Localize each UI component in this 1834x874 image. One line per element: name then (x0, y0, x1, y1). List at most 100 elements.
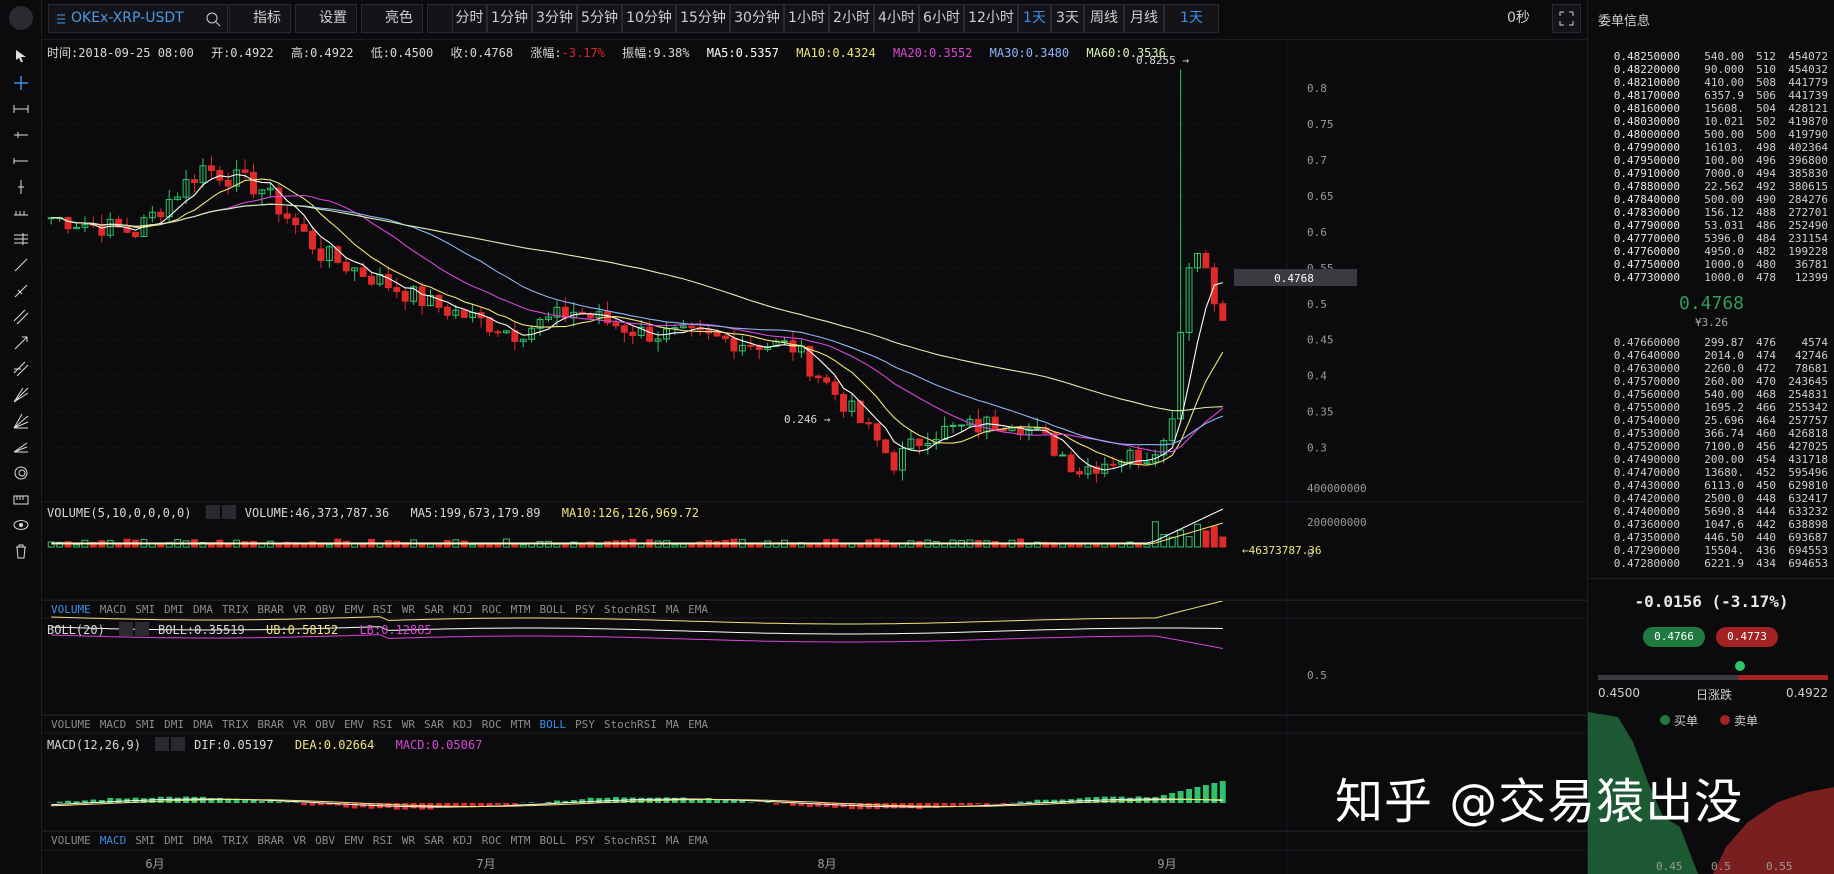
arrow-line-icon[interactable] (8, 332, 34, 354)
indicator-tab-sar[interactable]: SAR (424, 718, 444, 731)
asks-row[interactable]: 0.47760000 4950.0 482 199228 (1598, 245, 1828, 258)
asks-row[interactable]: 0.48210000 410.00 508 441779 (1598, 76, 1828, 89)
bids-row[interactable]: 0.47520000 7100.0 456 427025 (1598, 440, 1828, 453)
indicator-tab-stochrsi[interactable]: StochRSI (603, 718, 657, 731)
indicator-tab-wr[interactable]: WR (401, 718, 415, 731)
indicator-tab-wr[interactable]: WR (401, 603, 415, 616)
indicator-tab-volume[interactable]: VOLUME (51, 603, 91, 616)
indicator-tab-smi[interactable]: SMI (135, 834, 156, 847)
bids-row[interactable]: 0.47490000 200.00 454 431718 (1598, 453, 1828, 466)
indicator-tab-boll[interactable]: BOLL (539, 718, 567, 731)
indicator-tab-emv[interactable]: EMV (344, 834, 364, 847)
gann-fan-icon[interactable] (8, 384, 34, 406)
indicator-tab-sar[interactable]: SAR (424, 834, 444, 847)
indicator-tab-mtm[interactable]: MTM (510, 834, 531, 847)
toolbar-button-0[interactable]: 指标 (229, 4, 291, 33)
horizontal-ray-icon[interactable] (8, 124, 34, 146)
symbol-selector[interactable]: OKEx-XRP-USDT (48, 4, 228, 33)
indicator-tab-trix[interactable]: TRIX (221, 834, 249, 847)
indicator-tab-vr[interactable]: VR (292, 603, 307, 616)
asks-row[interactable]: 0.48220000 90.000 510 454032 (1598, 63, 1828, 76)
toolbar-button-1[interactable]: 设置 (295, 4, 357, 33)
interval-10[interactable]: 6小时 (919, 4, 964, 33)
speed-lines-icon[interactable] (8, 436, 34, 458)
asks-row[interactable]: 0.47880000 22.562 492 380615 (1598, 180, 1828, 193)
bids-row[interactable]: 0.47550000 1695.2 466 255342 (1598, 401, 1828, 414)
asks-row[interactable]: 0.47830000 156.12 488 272701 (1598, 206, 1828, 219)
indicator-tab-dma[interactable]: DMA (193, 718, 213, 731)
asks-row[interactable]: 0.48170000 6357.9 506 441739 (1598, 89, 1828, 102)
indicator-tab-trix[interactable]: TRIX (221, 718, 249, 731)
indicator-tab-brar[interactable]: BRAR (257, 718, 284, 731)
indicator-tab-boll[interactable]: BOLL (539, 603, 567, 616)
interval-1[interactable]: 1分钟 (487, 4, 532, 33)
indicator-tab-ema[interactable]: EMA (688, 834, 708, 847)
volume-settings-icon[interactable] (205, 505, 220, 519)
segment-line-icon[interactable] (8, 98, 34, 120)
interval-12[interactable]: 1天 (1018, 4, 1051, 33)
asks-row[interactable]: 0.47750000 1000.0 480 36781 (1598, 258, 1828, 271)
indicator-tab-vr[interactable]: VR (292, 718, 307, 731)
interval-4[interactable]: 10分钟 (622, 4, 676, 33)
bids-row[interactable]: 0.47360000 1047.6 442 638898 (1598, 518, 1828, 531)
ray-line-icon[interactable] (8, 280, 34, 302)
indicator-tab-obv[interactable]: OBV (315, 834, 335, 847)
bids-row[interactable]: 0.47560000 540.00 468 254831 (1598, 388, 1828, 401)
indicator-tab-smi[interactable]: SMI (135, 603, 156, 616)
indicator-tab-roc[interactable]: ROC (481, 718, 502, 731)
indicator-tab-sar[interactable]: SAR (424, 603, 444, 616)
asks-row[interactable]: 0.48030000 10.021 502 419870 (1598, 115, 1828, 128)
indicator-tab-roc[interactable]: ROC (481, 834, 502, 847)
interval-16[interactable]: 1天 (1164, 4, 1219, 33)
interval-15[interactable]: 月线 (1124, 4, 1164, 33)
parallel-channel-icon[interactable] (8, 306, 34, 328)
asks-row[interactable]: 0.47730000 1000.0 478 12399 (1598, 271, 1828, 284)
asks-row[interactable]: 0.47950000 100.00 496 396800 (1598, 154, 1828, 167)
indicator-tab-kdj[interactable]: KDJ (452, 834, 473, 847)
indicator-tab-vr[interactable]: VR (292, 834, 307, 847)
indicator-tab-dma[interactable]: DMA (193, 603, 213, 616)
parallel-lines-icon[interactable] (8, 228, 34, 250)
indicator-tab-dmi[interactable]: DMI (164, 718, 184, 731)
ruler-icon[interactable] (8, 488, 34, 510)
indicator-tab-dmi[interactable]: DMI (164, 834, 184, 847)
interval-14[interactable]: 周线 (1084, 4, 1124, 33)
toolbar-button-2[interactable]: 亮色 (361, 4, 423, 33)
boll-close-icon[interactable] (134, 622, 149, 636)
horizontal-line-icon[interactable] (8, 150, 34, 172)
indicator-tab-macd[interactable]: MACD (99, 834, 127, 847)
indicator-tab-kdj[interactable]: KDJ (452, 718, 473, 731)
eye-icon[interactable] (8, 514, 34, 536)
spiral-icon[interactable] (8, 462, 34, 484)
bids-row[interactable]: 0.47400000 5690.8 444 633232 (1598, 505, 1828, 518)
indicator-tab-wr[interactable]: WR (401, 834, 415, 847)
bids-row[interactable]: 0.47430000 6113.0 450 629810 (1598, 479, 1828, 492)
vertical-line-icon[interactable] (8, 176, 34, 198)
indicator-tab-obv[interactable]: OBV (315, 603, 335, 616)
fullscreen-button[interactable] (1552, 4, 1581, 33)
indicator-tab-obv[interactable]: OBV (315, 718, 335, 731)
bids-row[interactable]: 0.47630000 2260.0 472 78681 (1598, 362, 1828, 375)
cursor-icon[interactable] (8, 45, 34, 67)
asks-row[interactable]: 0.47990000 16103. 498 402364 (1598, 141, 1828, 154)
asks-row[interactable]: 0.48000000 500.00 500 419790 (1598, 128, 1828, 141)
bids-row[interactable]: 0.47350000 446.50 440 693687 (1598, 531, 1828, 544)
macd-close-icon[interactable] (170, 737, 185, 751)
interval-5[interactable]: 15分钟 (676, 4, 730, 33)
search-icon[interactable] (205, 11, 221, 27)
interval-11[interactable]: 12小时 (964, 4, 1018, 33)
indicator-tab-stochrsi[interactable]: StochRSI (603, 834, 657, 847)
bids-row[interactable]: 0.47640000 2014.0 474 42746 (1598, 349, 1828, 362)
chart-canvas[interactable]: 0.80.750.70.650.60.550.50.450.40.350.30.… (42, 40, 1587, 874)
indicator-tab-psy[interactable]: PSY (575, 603, 595, 616)
boll-settings-icon[interactable] (118, 622, 133, 636)
best-ask-button[interactable]: 0.4773 (1716, 627, 1778, 647)
crosshair-icon[interactable] (8, 72, 34, 94)
asks-row[interactable]: 0.48160000 15608. 504 428121 (1598, 102, 1828, 115)
indicator-tab-rsi[interactable]: RSI (372, 834, 393, 847)
indicator-tab-ma[interactable]: MA (665, 718, 680, 731)
bids-row[interactable]: 0.47280000 6221.9 434 694653 (1598, 557, 1828, 570)
interval-6[interactable]: 30分钟 (730, 4, 784, 33)
fibonacci-icon[interactable] (8, 358, 34, 380)
indicator-tab-mtm[interactable]: MTM (510, 718, 531, 731)
